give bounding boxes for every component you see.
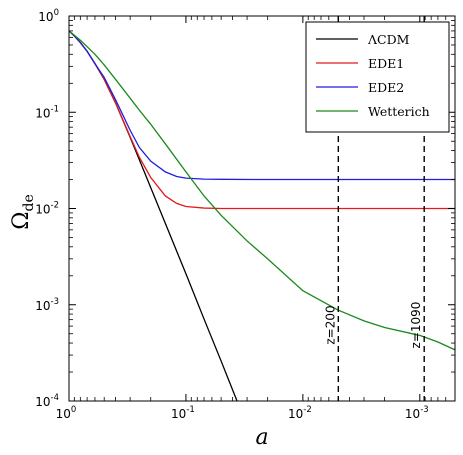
legend: ΛCDM EDE1 EDE2 Wetterich xyxy=(305,21,450,133)
y-axis-label: Ωde xyxy=(9,194,37,230)
x-tick-label-2: 10-2 xyxy=(288,405,312,421)
legend-box xyxy=(305,21,450,133)
series-line-wetterich xyxy=(69,30,455,351)
x-axis-label: a xyxy=(255,425,268,450)
y-tick-label-0: 100 xyxy=(38,8,59,24)
legend-label-0: ΛCDM xyxy=(367,32,410,47)
vline-label-2: z=1090 xyxy=(409,302,423,349)
y-tick-label-2: 10-2 xyxy=(35,201,59,217)
series-line-ede2 xyxy=(69,30,455,181)
y-tick-label-4: 10-4 xyxy=(35,393,59,409)
vline-label-1: z=200 xyxy=(323,305,337,344)
y-tick-label-1: 10-1 xyxy=(35,104,59,120)
legend-label-1: EDE1 xyxy=(368,56,404,71)
y-axis-label-sub: de xyxy=(21,194,37,211)
series-layer xyxy=(69,30,455,401)
series-line-λcdm xyxy=(69,30,238,401)
x-tick-label-1: 10-1 xyxy=(171,405,195,421)
tick-layer: 100 10-1 10-2 10-3 100 10-1 10-2 10-3 10-4 xyxy=(35,8,456,421)
legend-label-2: EDE2 xyxy=(368,80,404,95)
y-axis-label-main: Ω xyxy=(9,212,34,230)
legend-label-3: Wetterich xyxy=(368,104,430,119)
x-tick-label-0: 100 xyxy=(56,405,77,421)
x-tick-label-3: 10-3 xyxy=(405,405,429,421)
y-tick-label-3: 10-3 xyxy=(35,297,59,313)
